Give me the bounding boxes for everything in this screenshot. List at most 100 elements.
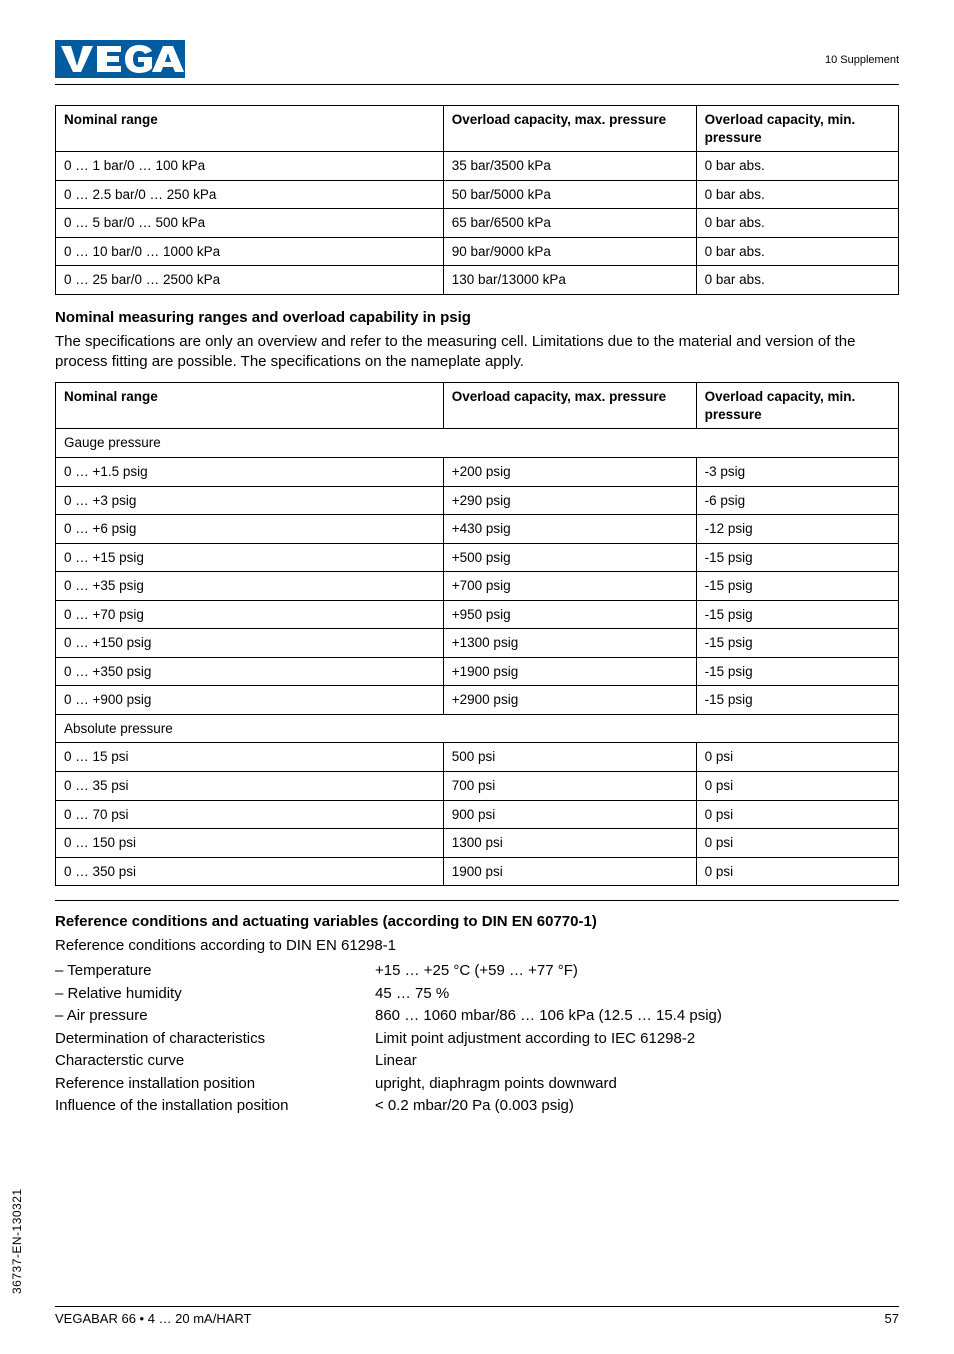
ref-kv-row: Relative humidity45 … 75 %	[55, 983, 899, 1006]
table-cell: 0 … 35 psi	[56, 771, 444, 800]
ref-kv-label: Determination of characteristics	[55, 1028, 375, 1051]
ref-kv-label: Temperature	[55, 960, 375, 983]
table-cell: -15 psig	[696, 543, 898, 572]
table-row: 0 … +900 psig+2900 psig-15 psig	[56, 686, 899, 715]
table-header: Nominal range	[56, 383, 444, 429]
table-cell: 0 … 1 bar/0 … 100 kPa	[56, 152, 444, 181]
ref-kv-value: Limit point adjustment according to IEC …	[375, 1028, 899, 1051]
table-cell: 0 bar abs.	[696, 237, 898, 266]
table-cell: 0 … 25 bar/0 … 2500 kPa	[56, 266, 444, 295]
section-title-psig: Nominal measuring ranges and overload ca…	[55, 309, 899, 326]
ref-kv-value: +15 … +25 °C (+59 … +77 °F)	[375, 960, 899, 983]
table-header: Overload capacity, min. pressure	[696, 106, 898, 152]
table-cell: 1300 psi	[443, 829, 696, 858]
table-cell: -15 psig	[696, 572, 898, 601]
ref-section-intro: Reference conditions according to DIN EN…	[55, 936, 899, 956]
table-cell: 130 bar/13000 kPa	[443, 266, 696, 295]
reference-section: Reference conditions and actuating varia…	[55, 900, 899, 1118]
table-cell: 0 bar abs.	[696, 266, 898, 295]
table-cell: 1900 psi	[443, 857, 696, 886]
table-row: 0 … 2.5 bar/0 … 250 kPa50 bar/5000 kPa0 …	[56, 180, 899, 209]
vega-logo	[55, 40, 185, 78]
table-group-label: Gauge pressure	[56, 429, 899, 458]
ref-kv-label: Air pressure	[55, 1005, 375, 1028]
ref-kv-row: Characterstic curveLinear	[55, 1050, 899, 1073]
header-section-label: 10 Supplement	[825, 40, 899, 66]
table-cell: +290 psig	[443, 486, 696, 515]
table-cell: 0 … +35 psig	[56, 572, 444, 601]
ref-kv-label: Characterstic curve	[55, 1050, 375, 1073]
ref-kv-value: 45 … 75 %	[375, 983, 899, 1006]
ref-kv-row: Determination of characteristicsLimit po…	[55, 1028, 899, 1051]
table-row: 0 … 10 bar/0 … 1000 kPa90 bar/9000 kPa0 …	[56, 237, 899, 266]
table-cell: -3 psig	[696, 457, 898, 486]
table-cell: -6 psig	[696, 486, 898, 515]
table-cell: 0 … +900 psig	[56, 686, 444, 715]
table-row: 0 … +3 psig+290 psig-6 psig	[56, 486, 899, 515]
table-cell: 0 psi	[696, 771, 898, 800]
table-cell: -15 psig	[696, 629, 898, 658]
table-cell: 0 … 5 bar/0 … 500 kPa	[56, 209, 444, 238]
table-cell: 0 … 15 psi	[56, 743, 444, 772]
table-row: 0 … 5 bar/0 … 500 kPa65 bar/6500 kPa0 ba…	[56, 209, 899, 238]
section-body-psig: The specifications are only an overview …	[55, 332, 899, 373]
table-header: Nominal range	[56, 106, 444, 152]
table-cell: 700 psi	[443, 771, 696, 800]
table-row: 0 … 350 psi1900 psi0 psi	[56, 857, 899, 886]
table-cell: 0 … +350 psig	[56, 657, 444, 686]
ref-kv-row: Influence of the installation position< …	[55, 1095, 899, 1118]
table-cell: 35 bar/3500 kPa	[443, 152, 696, 181]
ref-kv-value: < 0.2 mbar/20 Pa (0.003 psig)	[375, 1095, 899, 1118]
table-cell: +1300 psig	[443, 629, 696, 658]
ref-section-title: Reference conditions and actuating varia…	[55, 913, 899, 930]
table-row: 0 … 35 psi700 psi0 psi	[56, 771, 899, 800]
table-row: 0 … 70 psi900 psi0 psi	[56, 800, 899, 829]
ref-kv-row: Reference installation positionupright, …	[55, 1073, 899, 1096]
table-cell: 0 … +15 psig	[56, 543, 444, 572]
table-cell: 0 psi	[696, 829, 898, 858]
ref-kv-label: Influence of the installation position	[55, 1095, 375, 1118]
table-header: Overload capacity, min. pressure	[696, 383, 898, 429]
ref-kv-label: Relative humidity	[55, 983, 375, 1006]
table-row: 0 … 1 bar/0 … 100 kPa35 bar/3500 kPa0 ba…	[56, 152, 899, 181]
table-cell: 0 … +3 psig	[56, 486, 444, 515]
footer-left: VEGABAR 66 • 4 … 20 mA/HART	[55, 1311, 252, 1326]
table-cell: -15 psig	[696, 600, 898, 629]
table-row: 0 … +35 psig+700 psig-15 psig	[56, 572, 899, 601]
ref-kv-value: 860 … 1060 mbar/86 … 106 kPa (12.5 … 15.…	[375, 1005, 899, 1028]
footer-page-number: 57	[885, 1311, 899, 1326]
table-cell: -12 psig	[696, 515, 898, 544]
page-footer: VEGABAR 66 • 4 … 20 mA/HART 57	[55, 1306, 899, 1326]
table-row: 0 … 15 psi500 psi0 psi	[56, 743, 899, 772]
table-cell: 0 … 10 bar/0 … 1000 kPa	[56, 237, 444, 266]
table-cell: 0 psi	[696, 743, 898, 772]
table-cell: 0 … 150 psi	[56, 829, 444, 858]
table-row: 0 … +1.5 psig+200 psig-3 psig	[56, 457, 899, 486]
table-cell: 0 psi	[696, 857, 898, 886]
table-row: 0 … +70 psig+950 psig-15 psig	[56, 600, 899, 629]
page-header: 10 Supplement	[55, 40, 899, 85]
table-cell: 0 bar abs.	[696, 180, 898, 209]
table-cell: 500 psi	[443, 743, 696, 772]
table-row: 0 … +350 psig+1900 psig-15 psig	[56, 657, 899, 686]
table-cell: +1900 psig	[443, 657, 696, 686]
table-cell: 0 … 350 psi	[56, 857, 444, 886]
table-header: Overload capacity, max. pressure	[443, 383, 696, 429]
table-cell: 0 … 70 psi	[56, 800, 444, 829]
table-cell: 50 bar/5000 kPa	[443, 180, 696, 209]
ref-kv-value: upright, diaphragm points downward	[375, 1073, 899, 1096]
table-cell: 900 psi	[443, 800, 696, 829]
table-cell: +430 psig	[443, 515, 696, 544]
ref-kv-row: Temperature+15 … +25 °C (+59 … +77 °F)	[55, 960, 899, 983]
table-cell: +200 psig	[443, 457, 696, 486]
table-cell: +950 psig	[443, 600, 696, 629]
ref-kv-row: Air pressure860 … 1060 mbar/86 … 106 kPa…	[55, 1005, 899, 1028]
table-cell: 0 … +70 psig	[56, 600, 444, 629]
table-cell: 0 … +1.5 psig	[56, 457, 444, 486]
table-row: 0 … +6 psig+430 psig-12 psig	[56, 515, 899, 544]
table-cell: +700 psig	[443, 572, 696, 601]
table-cell: -15 psig	[696, 686, 898, 715]
ref-kv-list: Temperature+15 … +25 °C (+59 … +77 °F)Re…	[55, 960, 899, 1118]
table-cell: 0 bar abs.	[696, 152, 898, 181]
table-cell: 65 bar/6500 kPa	[443, 209, 696, 238]
